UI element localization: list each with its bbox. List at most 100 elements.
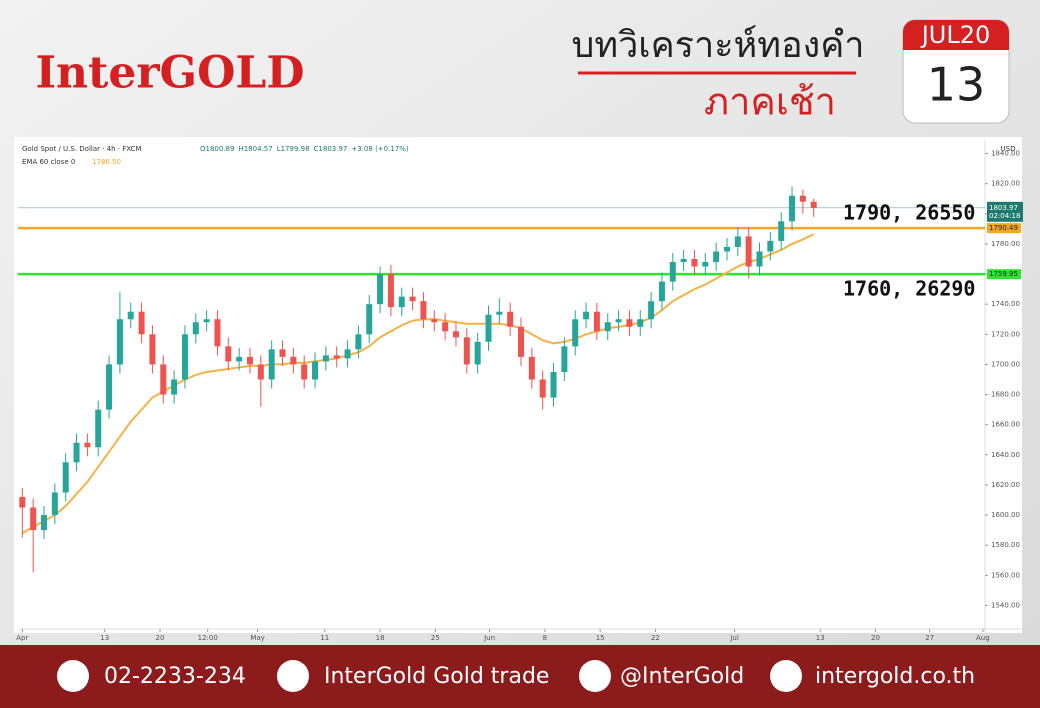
candle-body xyxy=(106,364,113,410)
x-tick-label: 20 xyxy=(871,634,880,642)
y-tick-label: 1540.00 xyxy=(991,601,1020,609)
ohlc-value: C1803.97 xyxy=(314,145,348,153)
candle-body xyxy=(41,515,48,531)
candle-body xyxy=(62,462,69,493)
candle-body xyxy=(149,334,156,365)
ohlc-value: L1799.98 xyxy=(277,145,310,153)
candle-body xyxy=(333,355,340,359)
candle-body xyxy=(236,356,243,362)
x-tick-label: 12:00 xyxy=(198,634,218,642)
x-tick-label: 22 xyxy=(651,634,660,642)
ema-line xyxy=(21,233,815,534)
candle-body xyxy=(615,319,622,323)
candle-body xyxy=(30,507,37,531)
symbol: Gold Spot / U.S. Dollar · 4h · FXCM xyxy=(22,145,142,153)
last-price-box xyxy=(987,201,1023,222)
subtitle: ภาคเช้า xyxy=(704,80,836,124)
candle-body xyxy=(518,326,525,357)
x-tick-label: 15 xyxy=(596,634,605,642)
candle-body xyxy=(420,301,427,320)
candle-body xyxy=(756,251,763,267)
chart: 1540.00 1560.00 1580.00 1600.00 1620.00 1640.… xyxy=(16,140,1023,642)
candle-body xyxy=(767,240,774,252)
candle-body xyxy=(734,236,741,247)
countdown: 02:04:18 xyxy=(989,212,1020,220)
indicator: EMA 60 close 0 xyxy=(22,158,75,166)
candle-body xyxy=(84,442,91,448)
candle-body xyxy=(778,221,785,241)
candle-body xyxy=(95,409,102,448)
y-tick-label: 1820.00 xyxy=(991,180,1020,188)
candle-body xyxy=(214,319,221,347)
y-tick-label: 1620.00 xyxy=(991,481,1020,489)
y-tick-label: 1700.00 xyxy=(991,360,1020,368)
line-icon xyxy=(579,660,611,692)
candle-body xyxy=(377,274,384,305)
y-tick-label: 1840.00 xyxy=(991,150,1020,158)
x-tick-label: 18 xyxy=(376,634,385,642)
candle-body xyxy=(409,296,416,302)
candle-body xyxy=(116,319,123,365)
web-icon xyxy=(770,660,802,692)
x-tick-label: Jul xyxy=(729,634,739,642)
candle-body xyxy=(528,356,535,380)
y-tick-label: 1680.00 xyxy=(991,391,1020,399)
x-tick-label: 8 xyxy=(543,634,547,642)
candle-body xyxy=(312,361,319,380)
candle-body xyxy=(257,364,264,380)
candle-body xyxy=(290,356,297,365)
x-tick-label: 25 xyxy=(431,634,440,642)
candle-body xyxy=(246,356,253,365)
phone-icon xyxy=(57,660,89,692)
ohlc-value: H1804.57 xyxy=(238,145,272,153)
x-tick-label: Apr xyxy=(16,634,28,642)
level-annotation: 1760, 26290 xyxy=(843,277,975,301)
candle-body xyxy=(322,355,329,362)
calendar-top xyxy=(903,20,1009,50)
y-tick-label: 1660.00 xyxy=(991,421,1020,429)
candle-body xyxy=(691,258,698,267)
candle-body xyxy=(626,319,633,327)
candle-body xyxy=(745,236,752,267)
website: intergold.co.th xyxy=(815,664,975,689)
candle-body xyxy=(160,364,167,395)
candle-body xyxy=(507,311,514,327)
brand: InterGOLD xyxy=(35,48,304,99)
candle-body xyxy=(127,311,134,320)
chart-panel xyxy=(14,137,1022,633)
candle-body xyxy=(268,349,275,380)
candle-body xyxy=(474,341,481,365)
level-value: 1790.49 xyxy=(989,224,1018,232)
candle-body xyxy=(398,296,405,308)
candle-body xyxy=(539,379,546,398)
calendar-day: 13 xyxy=(927,58,986,112)
ohlc-value: +3.08 (+0.17%) xyxy=(351,145,409,153)
candle-body xyxy=(387,274,394,308)
x-tick-label: 13 xyxy=(100,634,109,642)
y-tick-label: 1780.00 xyxy=(991,240,1020,248)
level-box xyxy=(987,269,1021,280)
y-tick-label: 1740.00 xyxy=(991,300,1020,308)
candle-body xyxy=(810,201,817,208)
y-tick-label: 1560.00 xyxy=(991,571,1020,579)
level-annotation: 1790, 26550 xyxy=(843,201,975,225)
level-box xyxy=(987,223,1021,234)
x-tick-label: 20 xyxy=(156,634,165,642)
x-tick-label: Aug xyxy=(976,634,990,642)
ohlc-value: O1800.89 xyxy=(200,145,234,153)
candle-body xyxy=(583,311,590,320)
x-tick-label: May xyxy=(250,634,264,642)
candle-body xyxy=(550,371,557,398)
candle-body xyxy=(301,364,308,380)
y-tick-label: 1640.00 xyxy=(991,451,1020,459)
candle-body xyxy=(485,314,492,342)
candle-body xyxy=(225,346,232,362)
candle-body xyxy=(723,246,730,252)
candle-body xyxy=(73,442,80,463)
y-tick-label: 1720.00 xyxy=(991,330,1020,338)
x-tick-label: 11 xyxy=(320,634,329,642)
candle-body xyxy=(637,319,644,327)
y-tick-label: 1600.00 xyxy=(991,511,1020,519)
currency: USD xyxy=(1001,145,1016,153)
footer xyxy=(0,645,1040,708)
